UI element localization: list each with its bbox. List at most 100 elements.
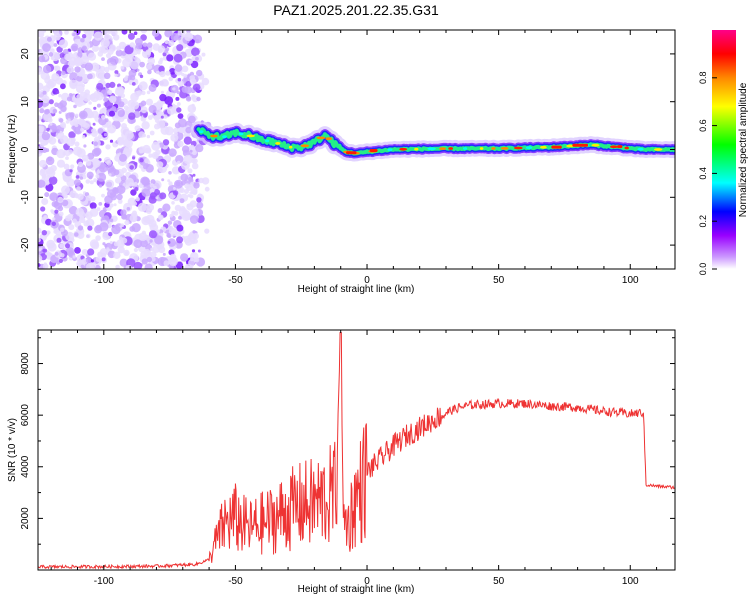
noise-speck: [168, 181, 173, 186]
ridge-hotspot: [238, 132, 244, 136]
ridge-peak: [572, 143, 589, 147]
noise-speck: [196, 201, 204, 209]
noise-speck: [83, 220, 90, 227]
noise-speck: [173, 53, 183, 63]
noise-speck: [109, 139, 114, 143]
ridge-hotspot: [610, 145, 618, 149]
noise-speck: [109, 218, 114, 222]
colorbar-label: Normalized spectral amplitude: [738, 82, 749, 217]
noise-speck: [49, 48, 55, 54]
noise-speck: [176, 236, 184, 244]
snr-plot-area: [38, 330, 675, 570]
noise-speck: [109, 241, 113, 244]
noise-speck: [60, 83, 66, 90]
noise-speck: [204, 186, 210, 192]
noise-speck: [86, 171, 94, 179]
noise-speck: [129, 60, 139, 70]
noise-speck: [73, 104, 77, 109]
noise-speck: [96, 103, 101, 108]
noise-speck: [96, 172, 107, 182]
noise-speck: [113, 251, 121, 259]
y-tick-label: 20: [20, 48, 31, 60]
noise-speck: [135, 197, 140, 202]
noise-speck: [93, 90, 101, 99]
noise-speck: [157, 45, 166, 53]
ridge-hotspot: [222, 135, 228, 139]
noise-speck: [143, 248, 151, 257]
noise-speck: [83, 158, 87, 162]
y-tick-label: 6000: [20, 404, 31, 427]
noise-speck: [47, 156, 53, 162]
noise-speck: [65, 243, 70, 249]
noise-speck: [38, 237, 41, 243]
noise-speck: [123, 77, 128, 82]
ridge-hotspot: [500, 147, 509, 150]
noise-speck: [107, 89, 113, 95]
noise-speck: [161, 178, 165, 182]
noise-speck: [38, 55, 46, 63]
noise-speck: [113, 203, 117, 207]
noise-speck: [75, 175, 80, 179]
noise-speck: [42, 263, 49, 269]
noise-speck: [43, 109, 50, 115]
noise-speck: [72, 255, 76, 259]
noise-speck: [184, 86, 193, 94]
noise-speck: [68, 224, 75, 231]
noise-speck: [140, 30, 148, 34]
noise-speck: [143, 216, 150, 223]
noise-speck: [46, 127, 50, 132]
noise-speck: [201, 52, 206, 57]
noise-speck: [98, 184, 103, 188]
noise-speck: [163, 260, 170, 267]
noise-speck: [124, 52, 134, 63]
noise-speck: [115, 153, 120, 158]
noise-speck: [92, 44, 99, 52]
noise-speck: [115, 264, 120, 269]
noise-speck: [77, 161, 84, 167]
noise-speck: [174, 122, 181, 129]
noise-speck: [132, 201, 138, 206]
noise-speck: [164, 30, 173, 38]
noise-speck: [77, 193, 84, 201]
noise-speck: [45, 183, 54, 192]
noise-speck: [49, 122, 53, 126]
noise-speck: [46, 230, 51, 235]
noise-speck: [162, 252, 166, 256]
noise-speck: [150, 256, 156, 262]
noise-speck: [101, 193, 105, 198]
noise-speck: [114, 73, 118, 78]
noise-speck: [101, 115, 106, 120]
ridge-hotspot: [210, 134, 218, 138]
noise-speck: [149, 239, 153, 243]
ridge-hotspot: [264, 139, 270, 143]
noise-speck: [41, 230, 47, 236]
noise-speck: [154, 123, 160, 130]
noise-speck: [115, 49, 123, 57]
noise-speck: [133, 247, 138, 253]
noise-speck: [77, 51, 83, 57]
noise-speck: [147, 57, 156, 65]
noise-speck: [165, 70, 171, 76]
noise-speck: [160, 232, 164, 236]
noise-speck: [132, 156, 136, 160]
noise-speck: [189, 71, 195, 77]
noise-speck: [128, 69, 137, 78]
noise-speck: [53, 65, 58, 71]
noise-speck: [148, 105, 157, 114]
noise-speck: [168, 76, 174, 82]
ridge-hotspot: [325, 137, 333, 141]
noise-speck: [56, 149, 66, 159]
noise-speck: [191, 94, 196, 99]
noise-speck: [38, 90, 41, 96]
noise-speck: [184, 32, 194, 42]
noise-speck: [64, 53, 71, 61]
noise-speck: [51, 210, 55, 215]
noise-speck: [93, 141, 98, 146]
noise-speck: [99, 222, 109, 232]
noise-speck: [167, 240, 171, 244]
noise-speck: [38, 115, 42, 122]
noise-speck: [177, 102, 181, 106]
noise-speck: [133, 261, 143, 269]
y-tick-label: -20: [20, 237, 31, 252]
noise-speck: [95, 235, 101, 241]
